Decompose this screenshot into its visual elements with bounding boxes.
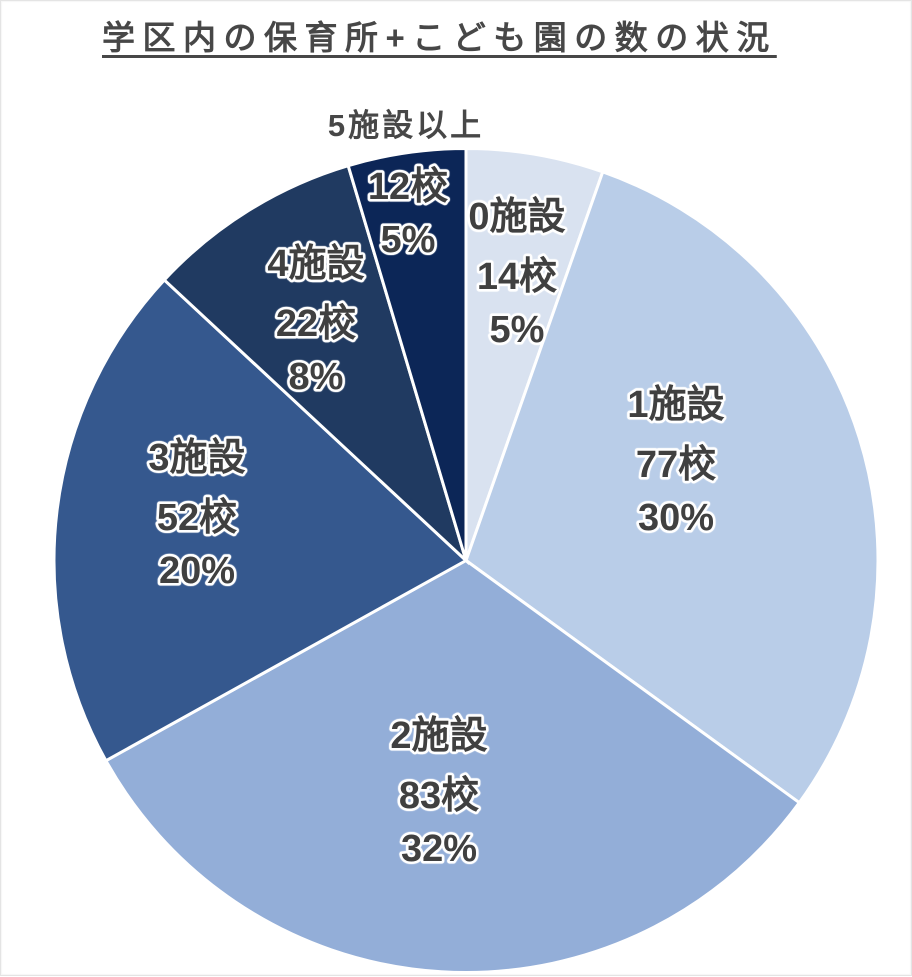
svg-text:52校: 52校: [157, 497, 237, 539]
svg-text:14校: 14校: [477, 256, 557, 298]
svg-text:1施設: 1施設: [627, 384, 724, 426]
svg-text:5施設以上: 5施設以上: [328, 108, 484, 143]
svg-text:4施設: 4施設: [267, 243, 364, 285]
svg-text:2施設: 2施設: [390, 715, 487, 757]
svg-text:8%: 8%: [289, 356, 344, 398]
svg-text:20%: 20%: [159, 550, 235, 592]
svg-text:0施設: 0施設: [468, 196, 565, 238]
svg-text:77校: 77校: [636, 444, 716, 486]
svg-text:32%: 32%: [401, 828, 477, 870]
svg-text:5%: 5%: [381, 219, 436, 261]
svg-text:3施設: 3施設: [148, 437, 245, 479]
svg-text:83校: 83校: [399, 775, 479, 817]
svg-text:30%: 30%: [638, 497, 714, 539]
svg-text:5%: 5%: [490, 309, 545, 351]
svg-text:12校: 12校: [368, 166, 448, 208]
svg-text:22校: 22校: [276, 303, 356, 345]
